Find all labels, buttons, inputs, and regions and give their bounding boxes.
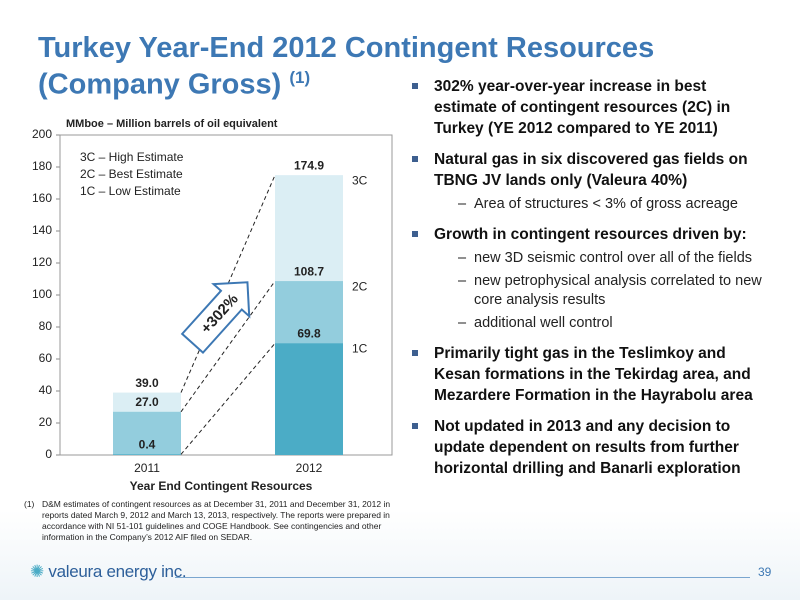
y-tick-label: 120 [32,255,52,269]
arrow-shape [180,281,251,355]
bar [113,411,181,455]
footnote-marker: (1) [24,499,35,509]
connector [180,342,276,455]
bullet: 302% year-over-year increase in best est… [410,76,770,139]
legend-entry: 1C – Low Estimate [80,184,181,198]
y-tick-label: 20 [39,415,53,429]
y-tick-label: 100 [32,287,52,301]
bullet-text: Primarily tight gas in the Teslimkoy and… [434,345,753,404]
footnote-text: D&M estimates of contingent resources as… [42,499,391,542]
y-tick-label: 200 [32,127,52,141]
value-label: 39.0 [135,376,159,390]
end-label: 2C [352,279,368,293]
plot-frame [59,134,393,456]
y-axis-label: MMboe – Million barrels of oil equivalen… [66,118,278,130]
bullet-text: Natural gas in six discovered gas fields… [434,151,748,189]
value-label: 27.0 [135,395,159,409]
legend-entry: 2C – Best Estimate [80,167,183,181]
page-number: 39 [758,565,772,579]
value-label: 108.7 [294,264,324,278]
value-label: 0.4 [139,438,156,452]
y-tick-label: 160 [32,191,52,205]
bullet-text: 302% year-over-year increase in best est… [434,78,731,137]
title-text: (Company Gross) [38,68,282,101]
logo-icon: ✺ [30,562,44,581]
title: (Company Gross) (1) [38,68,310,102]
x-axis-label: Year End Contingent Resources [130,479,313,493]
y-tick-label: 0 [45,447,52,461]
bar [275,343,343,455]
y-tick-label: 80 [39,319,53,333]
sub-bullet: Area of structures < 3% of gross acreage [434,195,770,214]
bullet-text: Growth in contingent resources driven by… [434,226,747,243]
y-tick-label: 140 [32,223,52,237]
end-label: 3C [352,173,368,187]
value-label: 174.9 [294,158,324,172]
footnote: (1) D&M estimates of contingent resources… [24,499,394,543]
sub-bullet: additional well control [434,314,770,333]
y-tick-label: 40 [39,383,53,397]
connector [180,280,276,413]
footer-rule [175,577,750,578]
connector [180,174,276,393]
legend-entry: 3C – High Estimate [80,150,184,164]
bullet: Growth in contingent resources driven by… [410,224,770,333]
x-tick-label: 2011 [134,461,160,475]
y-tick-label: 60 [39,351,53,365]
bullet: Primarily tight gas in the Teslimkoy and… [410,343,770,406]
bar [113,454,181,455]
logo-text: valeura energy inc. [48,562,187,581]
bullet: Natural gas in six discovered gas fields… [410,149,770,214]
sub-bullet: new 3D seismic control over all of the f… [434,249,770,268]
bullet-text: Not updated in 2013 and any decision to … [434,418,741,477]
y-tick-label: 180 [32,159,52,173]
x-tick-label: 2012 [296,461,323,475]
sub-bullet: new petrophysical analysis correlated to… [434,272,770,310]
bullet: Not updated in 2013 and any decision to … [410,416,770,479]
value-label: 69.8 [297,326,321,340]
title: Turkey Year-End 2012 Contingent Resource… [38,32,655,64]
logo: ✺ valeura energy inc. [30,562,187,582]
end-label: 1C [352,341,368,355]
title-note: (1) [289,68,311,87]
bullet-list: 302% year-over-year increase in best est… [410,76,770,489]
chart: MMboe – Million barrels of oil equivalen… [32,118,393,493]
